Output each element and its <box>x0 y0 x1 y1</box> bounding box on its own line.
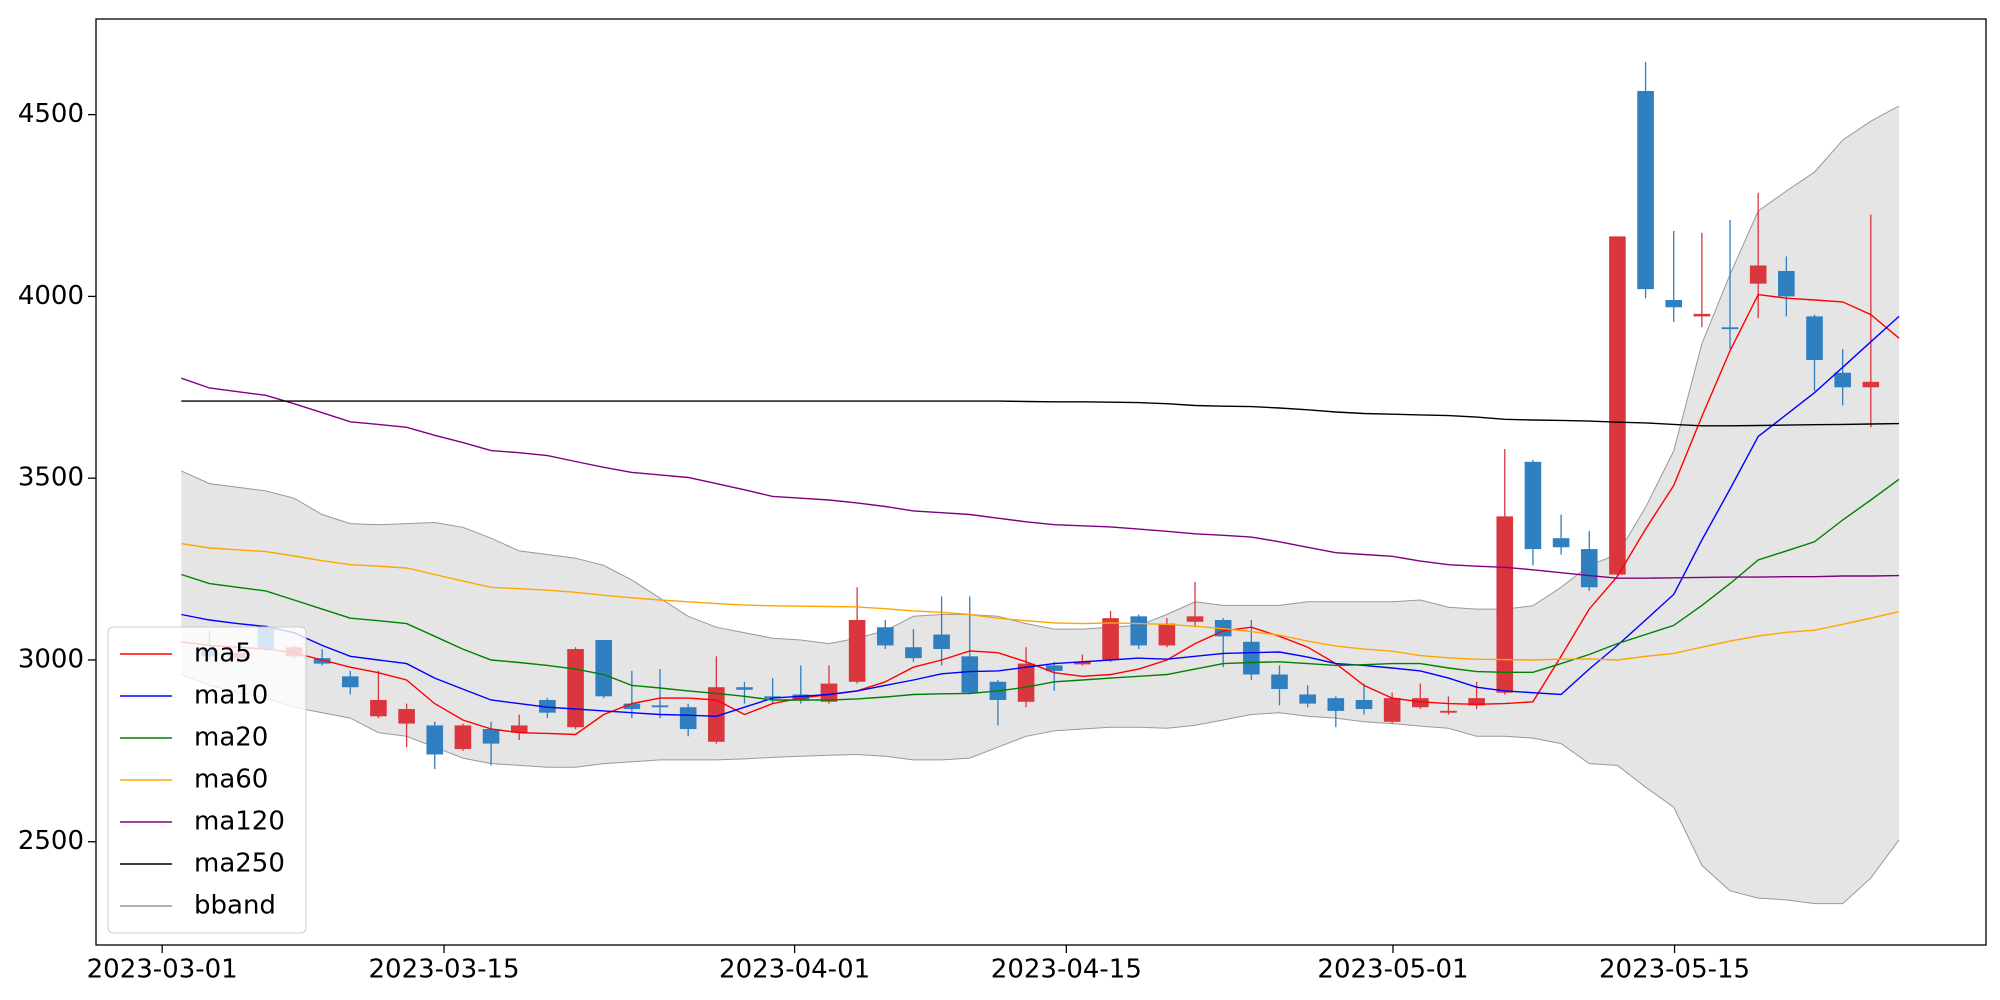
candle-body <box>1693 313 1711 317</box>
candle-body <box>1637 90 1654 290</box>
candle-body <box>792 694 810 700</box>
candle-body <box>1102 618 1119 660</box>
candle-body <box>1440 710 1457 713</box>
candle-body <box>426 725 444 755</box>
candle-body <box>1186 616 1204 622</box>
x-tick-label: 2023-03-01 <box>87 955 238 985</box>
candle-body <box>1355 699 1373 710</box>
candle-body <box>567 649 584 728</box>
candle-body <box>1580 549 1598 588</box>
candle-body <box>679 707 697 730</box>
ma-line <box>181 542 1900 661</box>
candle-body <box>1552 538 1570 548</box>
candle-body <box>933 634 950 650</box>
candle-body <box>1158 623 1176 646</box>
candle-body <box>764 696 781 699</box>
candle-body <box>1130 616 1148 646</box>
candle-body <box>1299 694 1316 704</box>
candle-body <box>1074 661 1091 665</box>
candle-body <box>1271 674 1288 690</box>
candle-body <box>1524 461 1542 550</box>
y-tick-label: 3000 <box>18 644 84 674</box>
candle-body <box>482 729 500 744</box>
candle-body <box>1017 663 1035 702</box>
x-tick-label: 2023-04-01 <box>719 955 870 985</box>
candle-body <box>961 656 979 693</box>
candle-body <box>623 703 641 710</box>
legend-box <box>107 626 307 934</box>
candle-body <box>651 705 669 708</box>
x-tick-label: 2023-05-15 <box>1599 955 1750 985</box>
candle-body <box>313 658 331 664</box>
candle-body <box>1721 327 1739 330</box>
candle-body <box>1778 270 1795 297</box>
candle-body <box>1243 641 1260 675</box>
x-tick-label: 2023-04-15 <box>991 955 1142 985</box>
candle-body <box>1496 516 1514 693</box>
ma-line <box>181 377 1900 579</box>
candle-body <box>1862 381 1880 388</box>
candle-body <box>848 619 866 682</box>
x-tick-label: 2023-05-01 <box>1317 955 1468 985</box>
candle-body <box>1609 236 1626 575</box>
candle-body <box>1045 665 1063 671</box>
candle-body <box>341 676 359 688</box>
candle-body <box>1383 698 1401 722</box>
y-tick-label: 4000 <box>18 281 84 311</box>
candle-body <box>820 683 838 702</box>
candle-body <box>1665 300 1683 308</box>
candle-body <box>510 725 528 733</box>
bband-lower <box>181 674 1900 905</box>
y-tick-label: 4500 <box>18 99 84 129</box>
candle-body <box>1411 698 1429 708</box>
legend-label: ma60 <box>194 765 268 795</box>
y-tick-label: 2500 <box>18 826 84 856</box>
candle-body <box>708 687 725 742</box>
candle-body <box>1806 316 1823 361</box>
y-tick-label: 3500 <box>18 463 84 493</box>
candle-body <box>595 639 612 697</box>
legend-label: ma5 <box>194 639 252 669</box>
legend-label: ma20 <box>194 723 268 753</box>
plot-frame <box>95 18 1987 946</box>
legend-label: ma250 <box>194 849 285 879</box>
ma-line <box>181 315 1900 718</box>
ma-line <box>181 293 1900 736</box>
candle-body <box>370 699 387 717</box>
legend-label: ma10 <box>194 681 268 711</box>
candle-body <box>1468 698 1485 706</box>
candle-body <box>398 709 415 724</box>
x-tick-label: 2023-03-15 <box>368 955 519 985</box>
legend: ma5 ma10 ma20 ma60 ma120 ma250 bband <box>107 626 307 934</box>
candle-body <box>1749 265 1767 284</box>
candle-body <box>454 725 472 750</box>
candle-body <box>1327 698 1345 711</box>
legend-label: bband <box>194 891 276 921</box>
candle-body <box>736 687 753 690</box>
candle-body <box>539 699 556 713</box>
legend-label: ma120 <box>194 807 285 837</box>
ma-line <box>181 478 1900 701</box>
candle-body <box>1834 372 1851 388</box>
candle-body <box>905 647 922 659</box>
candle-body <box>876 627 894 646</box>
ma-line <box>181 400 1900 427</box>
